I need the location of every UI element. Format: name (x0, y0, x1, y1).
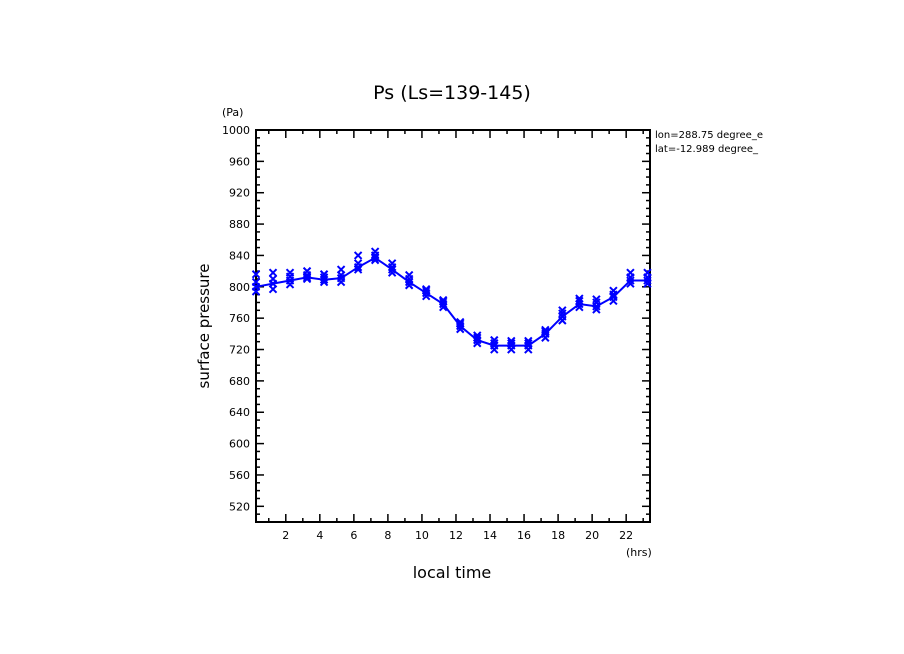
y-tick-label: 1000 (222, 124, 250, 137)
y-tick-label: 880 (229, 218, 250, 231)
sample-marker (456, 317, 465, 327)
y-tick-label: 920 (229, 187, 250, 200)
sample-marker (387, 265, 397, 274)
sample-marker (456, 319, 465, 328)
sample-marker (592, 295, 601, 304)
y-tick-label: 680 (229, 375, 250, 388)
x-tick-label: 8 (384, 529, 391, 542)
sample-marker (592, 305, 601, 314)
sample-marker (643, 268, 652, 277)
sample-marker (353, 251, 363, 260)
sample-marker (643, 279, 652, 288)
sample-marker (575, 296, 584, 306)
y-tick-label: 760 (229, 312, 250, 325)
annotation-lon: lon=288.75 degree_e (655, 130, 763, 141)
x-tick-label: 4 (316, 529, 323, 542)
sample-marker (268, 274, 278, 284)
sample-marker (319, 270, 329, 279)
x-tick-label: 18 (551, 529, 565, 542)
x-tick-label: 22 (619, 529, 633, 542)
x-tick-label: 12 (449, 529, 463, 542)
sample-marker (370, 247, 380, 256)
series-line (255, 256, 648, 347)
sample-marker (387, 259, 397, 268)
sample-marker (507, 336, 516, 346)
sample-marker (370, 253, 380, 262)
sample-marker (626, 276, 635, 285)
sample-marker (626, 268, 635, 277)
sample-marker (353, 259, 363, 268)
y-tick-label: 840 (229, 249, 250, 262)
sample-marker (626, 279, 635, 288)
y-tick-label: 640 (229, 406, 250, 419)
y-unit-label: (Pa) (222, 106, 243, 119)
plot-frame (255, 129, 651, 523)
sample-marker (541, 325, 550, 335)
sample-marker (319, 273, 329, 282)
sample-marker (404, 281, 414, 290)
sample-marker (302, 273, 312, 282)
x-tick-label: 20 (585, 529, 599, 542)
sample-marker (490, 335, 499, 345)
y-tick-label: 800 (229, 281, 250, 294)
sample-marker (558, 309, 567, 318)
sample-marker (473, 331, 482, 340)
sample-marker (524, 339, 533, 348)
y-tick-label: 560 (229, 469, 250, 482)
sample-marker (336, 265, 346, 274)
sample-marker (473, 333, 482, 342)
sample-marker (439, 295, 448, 305)
sample-marker (524, 336, 533, 346)
x-tick-label: 10 (415, 529, 429, 542)
sample-marker (404, 277, 414, 287)
x-tick-label: 14 (483, 529, 497, 542)
sample-marker (643, 276, 652, 285)
sample-marker (251, 277, 261, 287)
sample-marker (404, 270, 414, 280)
sample-marker (592, 298, 601, 307)
sample-marker (507, 339, 516, 348)
sample-marker (558, 312, 567, 321)
y-tick-label: 520 (229, 500, 250, 513)
sample-marker (609, 292, 618, 302)
sample-marker (421, 286, 431, 295)
x-tick-label: 2 (282, 529, 289, 542)
sample-marker (439, 297, 448, 306)
x-tick-label: 16 (517, 529, 531, 542)
x-axis-label: local time (413, 563, 492, 582)
annotation-lat: lat=-12.989 degree_ (655, 144, 759, 155)
x-unit-label: (hrs) (626, 546, 652, 559)
sample-marker (421, 284, 431, 294)
y-axis-label: surface pressure (195, 264, 213, 389)
sample-marker (285, 268, 295, 277)
sample-marker (490, 339, 499, 348)
sample-marker (302, 266, 312, 276)
chart-title: Ps (Ls=139-145) (373, 82, 531, 104)
sample-marker (336, 273, 346, 283)
y-tick-label: 720 (229, 344, 250, 357)
x-tick-label: 6 (350, 529, 357, 542)
sample-marker (268, 268, 278, 277)
sample-marker (575, 294, 584, 303)
sample-marker (558, 306, 567, 315)
y-tick-label: 960 (229, 155, 250, 168)
sample-marker (609, 286, 618, 295)
sample-marker (251, 270, 261, 279)
sample-marker (353, 265, 363, 274)
y-tick-label: 600 (229, 438, 250, 451)
sample-marker (575, 302, 584, 312)
sample-marker (541, 327, 550, 336)
